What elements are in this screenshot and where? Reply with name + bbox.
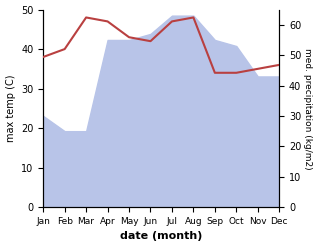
Y-axis label: med. precipitation (kg/m2): med. precipitation (kg/m2) <box>303 48 313 169</box>
Y-axis label: max temp (C): max temp (C) <box>5 75 16 142</box>
X-axis label: date (month): date (month) <box>120 231 203 242</box>
